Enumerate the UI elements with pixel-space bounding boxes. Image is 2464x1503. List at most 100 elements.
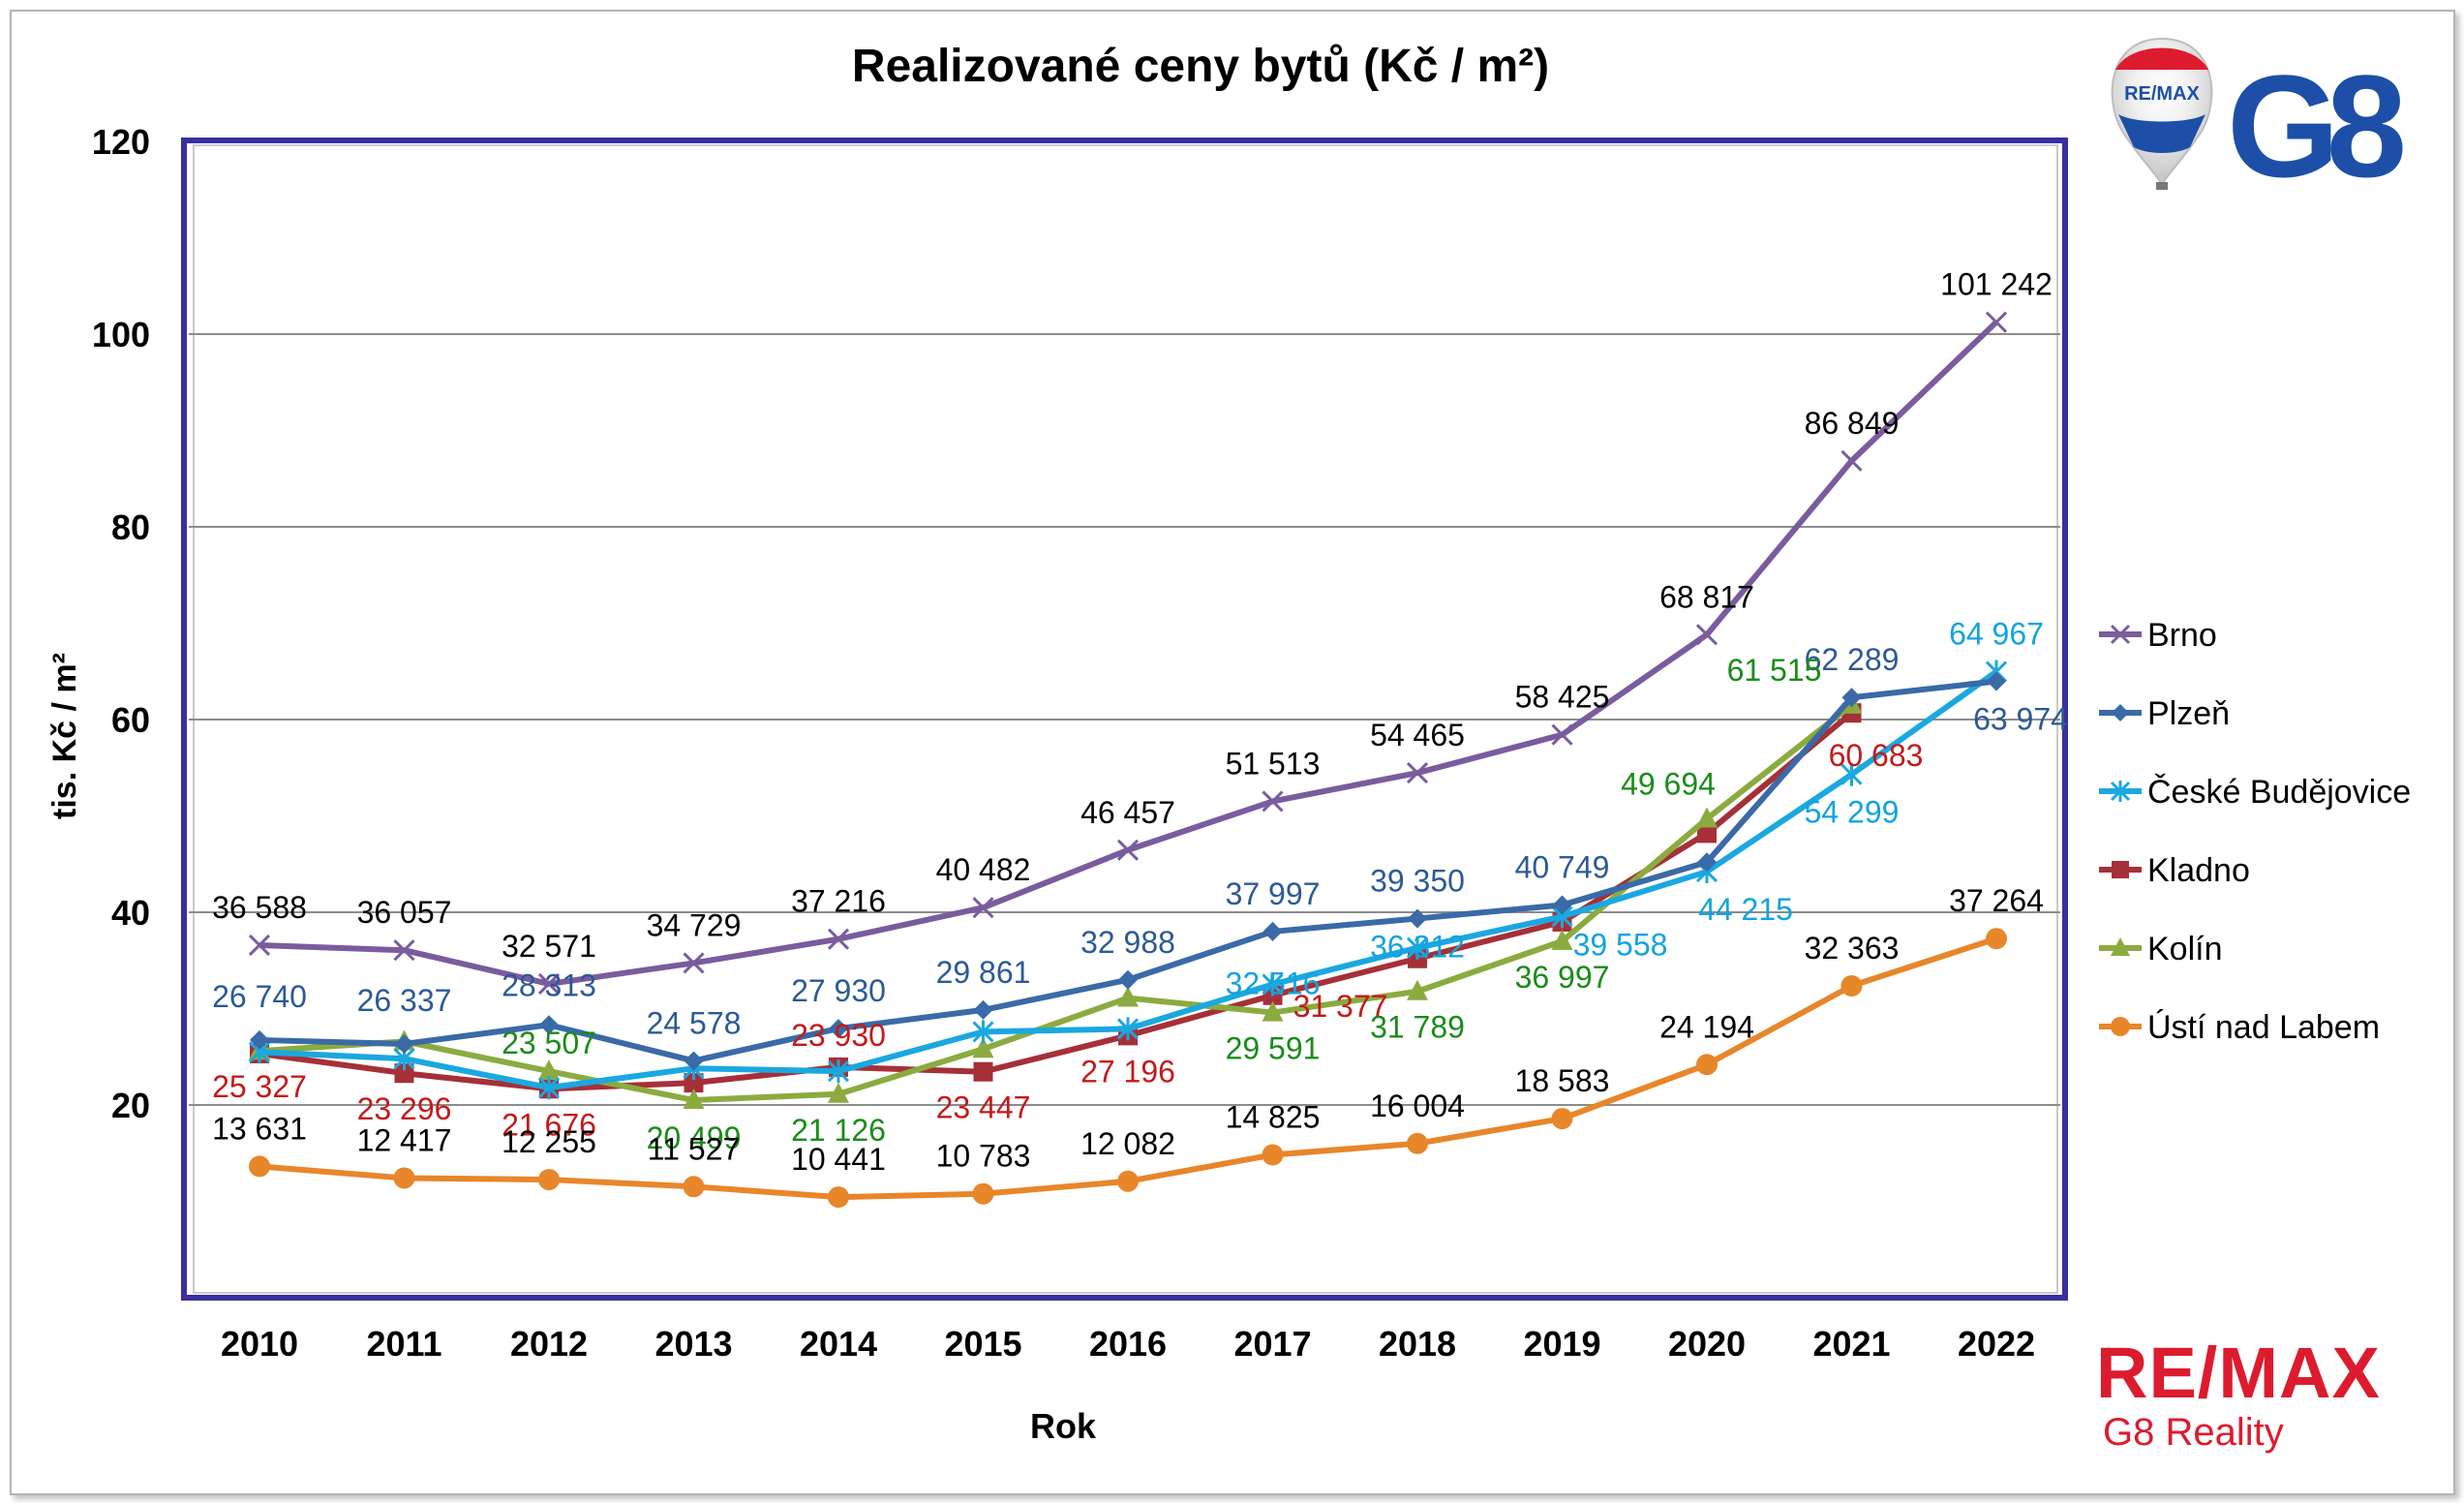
data-point <box>827 928 850 950</box>
data-label: 26 337 <box>357 983 452 1018</box>
data-point <box>1262 921 1283 941</box>
data-label: 54 465 <box>1370 718 1465 752</box>
chart-title: Realizované ceny bytů (Kč / m²) <box>852 41 1549 92</box>
data-label: 64 967 <box>1949 617 2044 652</box>
x-tick-label: 2017 <box>1233 1324 1311 1364</box>
data-label: 23 447 <box>936 1090 1031 1125</box>
data-label: 36 312 <box>1370 930 1465 965</box>
data-label: 63 974 <box>1973 701 2068 736</box>
data-point <box>973 1061 993 1082</box>
legend-item: Kolín <box>2099 931 2223 967</box>
x-tick-label: 2014 <box>800 1324 877 1364</box>
data-label: 51 513 <box>1226 746 1321 781</box>
data-point <box>539 1015 559 1035</box>
data-label: 10 441 <box>791 1142 886 1177</box>
data-point <box>973 999 993 1020</box>
data-point <box>1985 311 2008 333</box>
data-label: 61 515 <box>1727 653 1822 688</box>
legend-item: Ústí nad Labem <box>2099 1009 2380 1046</box>
x-tick-label: 2022 <box>1958 1324 2035 1364</box>
data-point <box>972 897 994 919</box>
data-point <box>683 952 705 974</box>
data-point <box>972 1020 994 1044</box>
data-point <box>1552 895 1572 915</box>
data-point <box>250 1029 269 1050</box>
legend-label: Ústí nad Labem <box>2147 1009 2380 1046</box>
series-plzeň <box>250 671 2006 1071</box>
data-point <box>1117 986 1139 1007</box>
data-point <box>1551 929 1573 950</box>
x-tick-label: 2012 <box>510 1324 588 1364</box>
legend-item: České Budějovice <box>2099 774 2411 811</box>
data-label: 49 694 <box>1621 767 1716 802</box>
legend-label: Kladno <box>2147 852 2250 889</box>
x-axis-label: Rok <box>1030 1406 1097 1446</box>
data-point <box>684 1051 704 1071</box>
legend-label: Brno <box>2147 617 2217 654</box>
data-point <box>1551 723 1573 746</box>
data-point <box>1408 908 1427 929</box>
data-label: 12 417 <box>357 1122 452 1157</box>
x-tick-label: 2019 <box>1523 1324 1600 1364</box>
data-label: 62 289 <box>1805 642 1900 677</box>
x-tick-label: 2013 <box>654 1324 732 1364</box>
series-brno <box>248 311 2008 995</box>
legend: Brno Plzeň České Budějovice Kladno Kolín Ústí… <box>2099 617 2411 1046</box>
legend-label: Plzeň <box>2147 695 2230 732</box>
data-point <box>1697 823 1717 844</box>
data-point <box>683 1176 705 1198</box>
data-label: 36 057 <box>357 895 452 930</box>
x-tick-label: 2010 <box>221 1324 298 1364</box>
legend-label: České Budějovice <box>2147 774 2411 811</box>
data-point <box>829 1019 848 1039</box>
data-label: 58 425 <box>1515 680 1610 715</box>
x-tick-label: 2021 <box>1812 1324 1890 1364</box>
data-point <box>2112 704 2129 721</box>
data-label: 37 997 <box>1226 876 1321 911</box>
data-label: 31 789 <box>1370 1010 1465 1045</box>
legend-item: Brno <box>2099 617 2217 654</box>
data-point <box>2110 781 2131 802</box>
data-point <box>1116 839 1140 861</box>
data-point <box>537 972 561 995</box>
data-point <box>1407 979 1428 1000</box>
remax-balloon-logo <box>2111 37 2213 190</box>
data-label: 12 255 <box>502 1124 596 1159</box>
data-label: 32 571 <box>502 929 596 964</box>
data-point <box>1118 969 1138 990</box>
data-label: 24 578 <box>647 1005 742 1040</box>
data-point <box>1407 1132 1428 1154</box>
g8-logo: G8 <box>2227 45 2407 207</box>
y-axis-ticks: 20 40 60 80 100 120 <box>92 122 150 1125</box>
data-point <box>1262 972 1284 997</box>
data-point <box>394 1033 414 1054</box>
data-label: 14 825 <box>1226 1099 1321 1134</box>
data-label: 32 988 <box>1080 925 1175 960</box>
data-label: 12 082 <box>1080 1126 1175 1161</box>
gridlines <box>189 333 2060 1106</box>
data-label: 34 729 <box>647 907 742 942</box>
data-label: 40 749 <box>1515 850 1610 885</box>
y-tick-label: 120 <box>92 122 150 162</box>
data-point <box>828 1082 849 1103</box>
balloon-logo-text: RE/MAX <box>2124 83 2200 105</box>
data-point <box>1406 762 1429 784</box>
data-point <box>827 1059 850 1084</box>
data-point <box>828 1186 849 1209</box>
data-label: 27 196 <box>1080 1054 1175 1089</box>
data-point <box>972 1182 994 1205</box>
data-point <box>1116 1017 1140 1041</box>
data-label: 24 194 <box>1659 1009 1754 1044</box>
data-label: 29 591 <box>1226 1031 1321 1066</box>
series-group <box>248 311 2008 1209</box>
data-label: 20 499 <box>647 1120 742 1155</box>
data-point <box>1696 1054 1718 1076</box>
data-point <box>1987 671 2006 691</box>
data-label: 18 583 <box>1515 1063 1610 1098</box>
data-label: 27 930 <box>791 973 886 1008</box>
data-point <box>972 1037 994 1058</box>
x-tick-label: 2020 <box>1668 1324 1746 1364</box>
data-label: 23 296 <box>357 1091 452 1126</box>
x-tick-label: 2011 <box>366 1324 441 1364</box>
